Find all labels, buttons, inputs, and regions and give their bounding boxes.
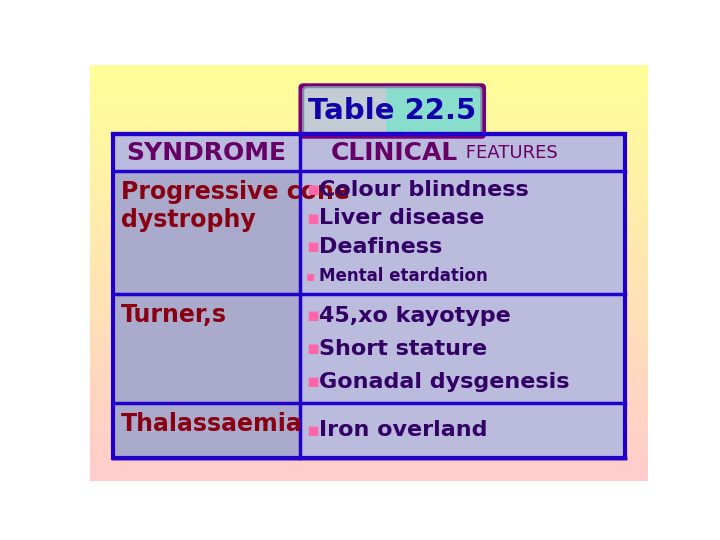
Text: Deafiness: Deafiness: [318, 237, 442, 257]
Text: Mental etardation: Mental etardation: [318, 267, 487, 285]
Text: Liver disease: Liver disease: [318, 208, 484, 228]
FancyBboxPatch shape: [303, 87, 482, 135]
Bar: [113, 171, 300, 294]
Text: CLINICAL: CLINICAL: [331, 140, 459, 165]
Text: SYNDROME: SYNDROME: [127, 140, 287, 165]
Text: ▪: ▪: [306, 421, 320, 440]
Text: Table 22.5: Table 22.5: [308, 97, 477, 125]
Text: ▪: ▪: [306, 339, 320, 358]
Bar: [113, 134, 625, 457]
Text: ▪: ▪: [306, 372, 320, 391]
Text: ▪: ▪: [306, 209, 320, 228]
Text: ▪: ▪: [306, 306, 320, 325]
Bar: [300, 294, 625, 403]
Bar: [300, 171, 625, 294]
Text: FEATURES: FEATURES: [460, 144, 558, 161]
Bar: [113, 294, 300, 403]
Text: Turner,s: Turner,s: [121, 303, 227, 327]
Bar: [300, 403, 625, 457]
FancyBboxPatch shape: [305, 89, 386, 133]
Text: Short stature: Short stature: [318, 339, 487, 359]
Bar: [113, 403, 300, 457]
Text: ▪: ▪: [306, 268, 315, 282]
Text: Colour blindness: Colour blindness: [318, 180, 528, 200]
Text: Thalassaemia: Thalassaemia: [121, 413, 302, 436]
Text: ▪: ▪: [306, 238, 320, 256]
Text: ▪: ▪: [306, 180, 320, 199]
Bar: [113, 134, 625, 171]
Text: Gonadal dysgenesis: Gonadal dysgenesis: [318, 372, 569, 392]
Text: Iron overland: Iron overland: [318, 420, 487, 440]
Text: 45,xo kayotype: 45,xo kayotype: [318, 306, 510, 326]
FancyBboxPatch shape: [299, 83, 486, 139]
Text: Progressive cone
dystrophy: Progressive cone dystrophy: [121, 180, 350, 232]
